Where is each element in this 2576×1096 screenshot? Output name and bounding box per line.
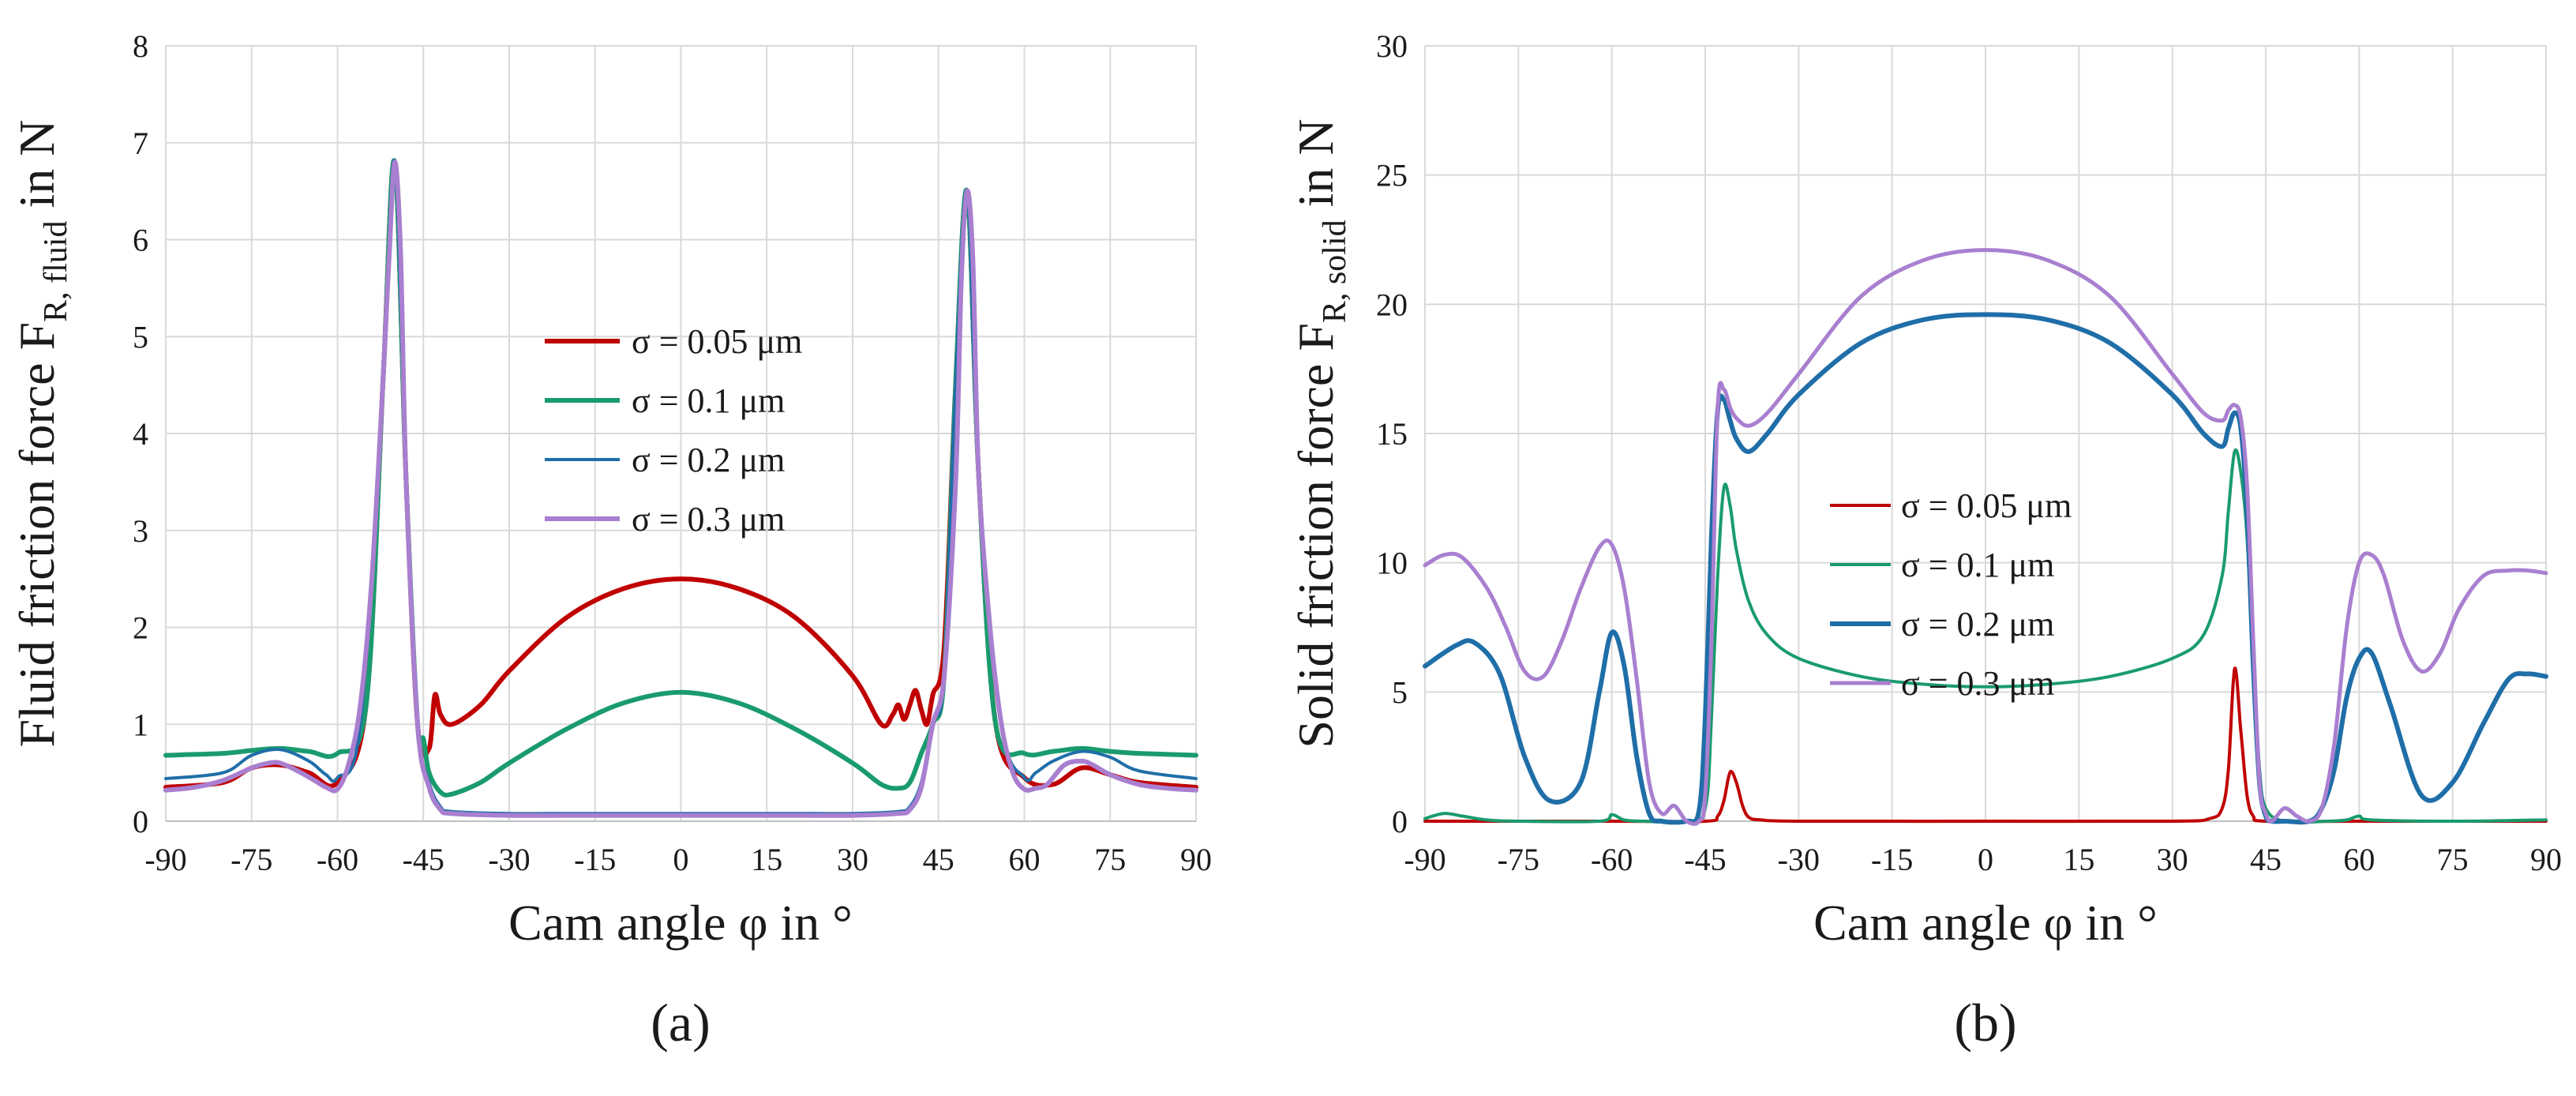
panel-caption: (b) (1954, 993, 2016, 1053)
y-tick-label: 0 (133, 804, 148, 839)
series-line-0 (1423, 666, 2548, 824)
panel-a: -90 -75 -60 -45 -30 -15 0 15 30 45 60 75 90012345678… (9, 28, 1212, 1053)
x-tick-label: 0 (673, 842, 689, 877)
y-tick-label: 15 (1376, 416, 1408, 452)
y-tick-label: 25 (1376, 158, 1408, 193)
y-tick-label: 3 (133, 513, 148, 549)
y-axis-title-unit: in N (1288, 118, 1344, 220)
legend-label-3: σ = 0.3 μm (632, 500, 785, 539)
legend-label-2: σ = 0.2 μm (1901, 605, 2054, 644)
x-tick-label: -45 (403, 842, 444, 877)
y-axis-title: Solid friction force FR, solid in N (1288, 118, 1353, 748)
x-tick-label: 15 (751, 842, 782, 877)
y-tick-label: 0 (1392, 804, 1408, 839)
y-axis-title-subscript: R, solid (1317, 220, 1353, 323)
y-axis-title: Fluid friction force FR, fluid in N (9, 120, 74, 748)
legend-label-0: σ = 0.05 μm (1901, 486, 2072, 525)
y-tick-label: 30 (1376, 28, 1408, 64)
x-tick-label: -15 (574, 842, 616, 877)
y-tick-label: 8 (133, 28, 148, 64)
x-tick-label: 0 (1978, 842, 1993, 877)
x-axis-title: Cam angle φ in ° (508, 895, 853, 951)
y-tick-label: 4 (133, 416, 148, 452)
y-axis-title-subscript: R, fluid (38, 221, 74, 322)
x-tick-label: 15 (2063, 842, 2094, 877)
legend-label-1: σ = 0.1 μm (632, 381, 785, 420)
legend-label-2: σ = 0.2 μm (632, 441, 785, 479)
x-tick-label: 30 (2157, 842, 2188, 877)
x-tick-label: -30 (1778, 842, 1820, 877)
x-axis-title: Cam angle φ in ° (1813, 895, 2158, 951)
y-tick-label: 6 (133, 223, 148, 258)
series-line-3 (1423, 248, 2548, 826)
y-axis-title-main: Fluid friction force F (9, 322, 65, 748)
series-line-1 (1423, 448, 2548, 824)
y-tick-label: 2 (133, 610, 148, 646)
x-tick-label: 60 (1009, 842, 1041, 877)
y-tick-label: 20 (1376, 287, 1408, 322)
y-tick-label: 1 (133, 707, 148, 742)
series-line-3 (163, 160, 1198, 818)
series-line-2 (1423, 312, 2548, 825)
x-tick-label: -15 (1871, 842, 1913, 877)
x-tick-label: -75 (231, 842, 272, 877)
x-tick-label: 45 (923, 842, 954, 877)
y-tick-label: 10 (1376, 546, 1408, 581)
x-tick-label: -30 (488, 842, 530, 877)
x-tick-label: 30 (837, 842, 868, 877)
x-tick-label: -90 (1404, 842, 1445, 877)
legend-label-1: σ = 0.1 μm (1901, 546, 2054, 584)
y-axis-title-main: Solid friction force F (1288, 323, 1344, 749)
y-tick-label: 5 (1392, 674, 1408, 710)
panel-caption: (a) (651, 993, 710, 1053)
x-tick-label: -60 (317, 842, 358, 877)
x-tick-label: -75 (1498, 842, 1539, 877)
legend-label-3: σ = 0.3 μm (1901, 664, 2054, 703)
panel-b: -90 -75 -60 -45 -30 -15 0 15 30 45 60 75 90 0 5 10 15 20 2… (1288, 28, 2562, 1053)
y-axis-title-unit: in N (9, 120, 65, 221)
x-tick-label: 90 (1180, 842, 1212, 877)
x-tick-label: 90 (2530, 842, 2562, 877)
y-tick-label: 5 (133, 319, 148, 355)
x-tick-label: 75 (1094, 842, 1126, 877)
x-tick-label: 45 (2250, 842, 2282, 877)
x-tick-label: -45 (1684, 842, 1726, 877)
legend-label-0: σ = 0.05 μm (632, 322, 802, 361)
x-tick-label: 75 (2437, 842, 2469, 877)
x-tick-label: -60 (1591, 842, 1633, 877)
x-tick-label: -90 (144, 842, 186, 877)
y-tick-label: 7 (133, 126, 148, 161)
x-tick-label: 60 (2343, 842, 2375, 877)
